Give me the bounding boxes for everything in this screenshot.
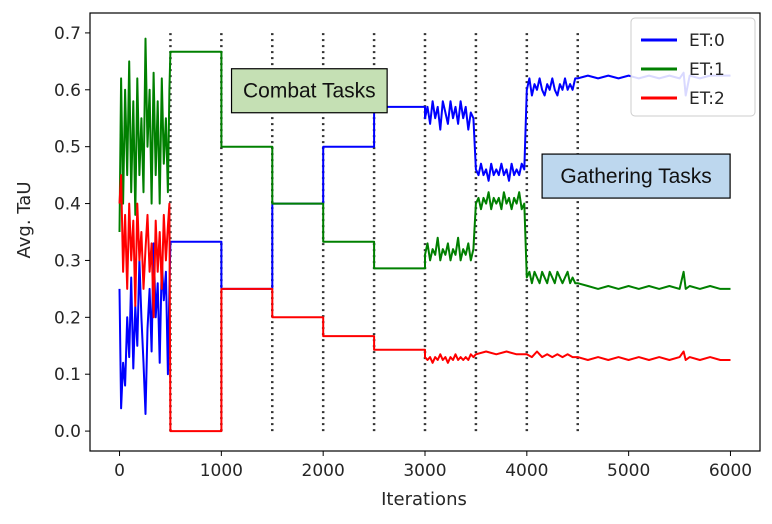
y-tick-label: 0.1 xyxy=(54,365,81,385)
annotation-box-bg xyxy=(230,68,388,114)
y-tick-label: 0.3 xyxy=(54,251,81,271)
x-tick-label: 1000 xyxy=(200,461,243,481)
legend: ET:0 ET:1 ET:2 xyxy=(630,17,756,117)
annotation-box-1: Gathering Tasks xyxy=(541,153,731,199)
series-line-ET:0 xyxy=(118,71,731,415)
annotation-text: Combat Tasks xyxy=(243,80,376,103)
x-tick-label: 5000 xyxy=(607,461,650,481)
series-line-ET:2 xyxy=(118,174,731,433)
y-tick-label: 0.2 xyxy=(54,308,81,328)
x-tick-label: 3000 xyxy=(403,461,446,481)
legend-label: ET:2 xyxy=(689,89,725,109)
y-tick-label: 0.5 xyxy=(54,138,81,158)
axes: 0 1000 2000 3000 4000 5000 6000 0.0 0.1 0.2 0.3 0.4… xyxy=(54,12,761,481)
series-line-ET:1 xyxy=(118,37,731,290)
x-axis-label: Iterations xyxy=(381,489,467,510)
annotation-box-0: Combat Tasks xyxy=(230,68,388,114)
plot-area xyxy=(118,32,731,433)
legend-label: ET:0 xyxy=(689,31,725,51)
x-tick-label: 2000 xyxy=(302,461,345,481)
y-tick-label: 0.0 xyxy=(54,422,81,442)
y-axis-label: Avg. TaU xyxy=(14,181,35,258)
y-tick-label: 0.7 xyxy=(54,24,81,44)
legend-frame xyxy=(630,17,756,117)
y-tick-label: 0.6 xyxy=(54,81,81,101)
annotation-text: Gathering Tasks xyxy=(560,165,711,188)
x-tick-label: 4000 xyxy=(505,461,548,481)
annotations: Combat Tasks Gathering Tasks xyxy=(230,68,731,199)
x-tick-label: 6000 xyxy=(709,461,752,481)
y-tick-label: 0.4 xyxy=(54,195,81,215)
annotation-box-bg xyxy=(541,153,731,199)
x-tick-label: 0 xyxy=(114,461,125,481)
legend-label: ET:1 xyxy=(689,60,725,80)
